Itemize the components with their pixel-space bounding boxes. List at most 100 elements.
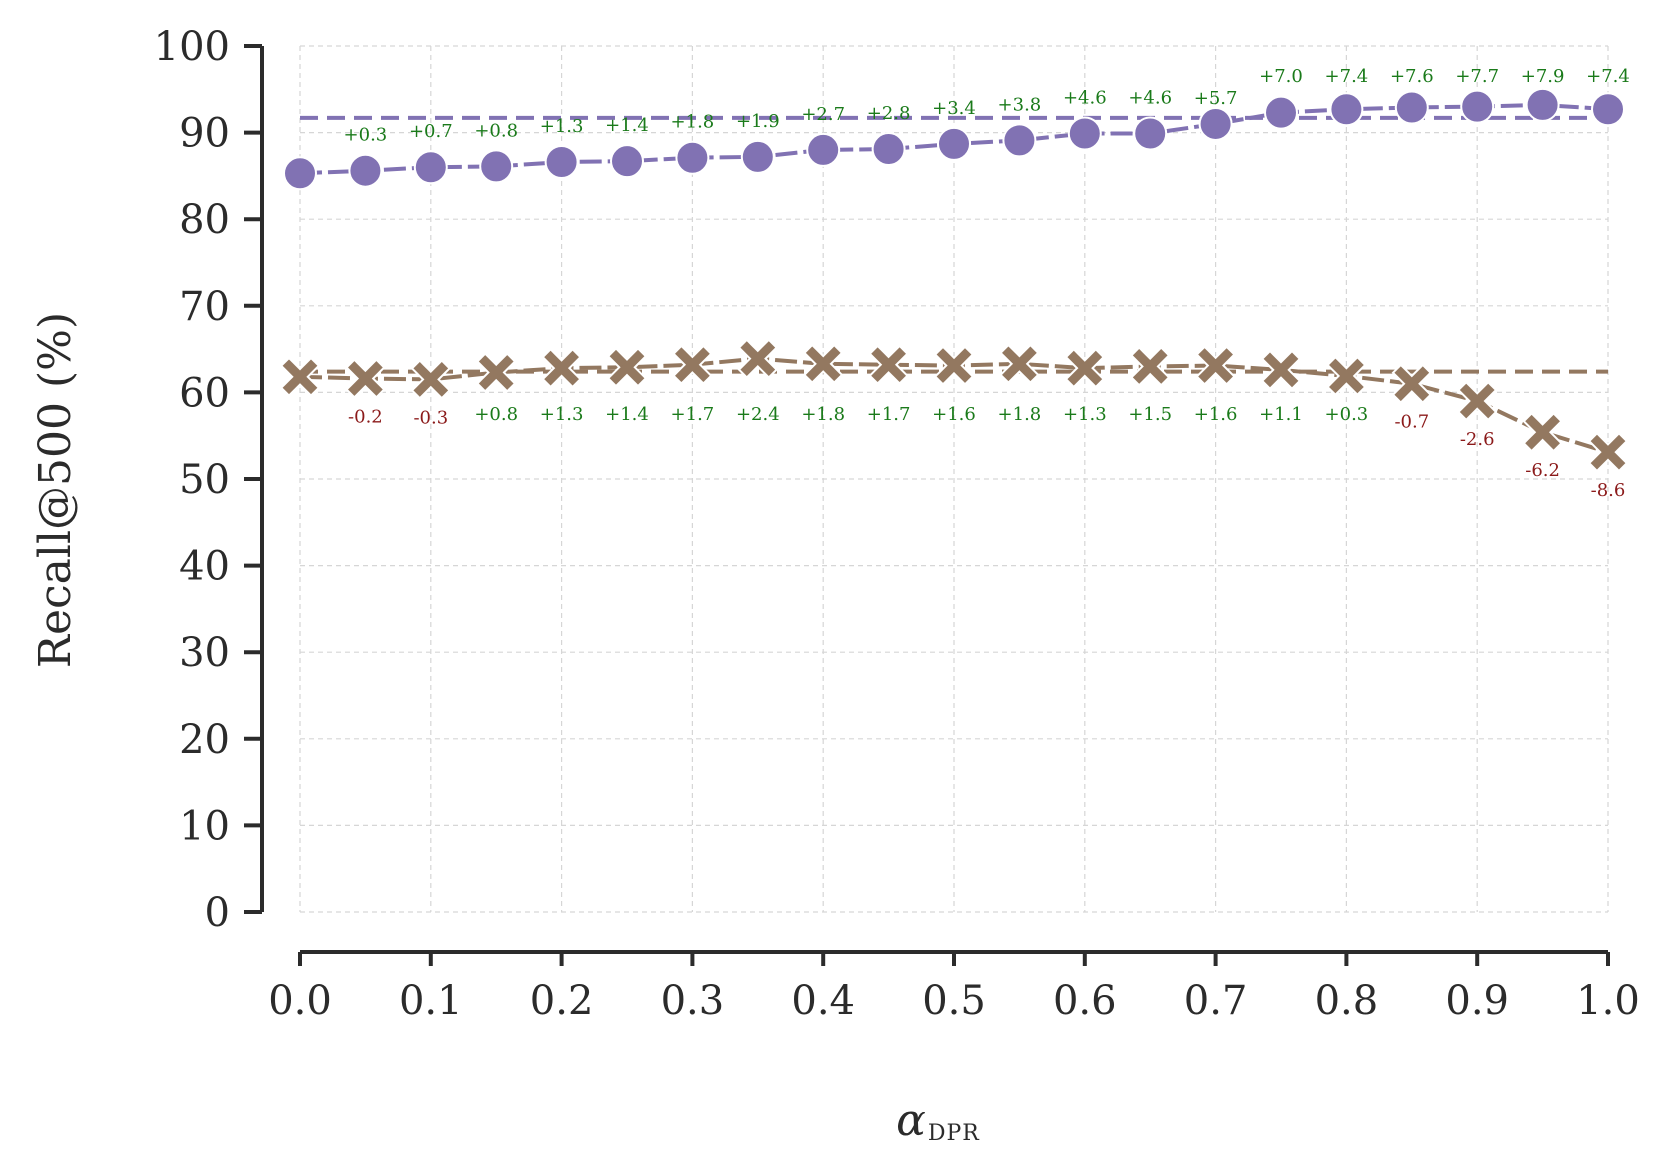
delta-annotation: +1.8 <box>998 404 1042 425</box>
delta-annotation: -0.3 <box>413 407 448 428</box>
delta-annotation: -2.6 <box>1460 429 1495 450</box>
data-point <box>1130 346 1171 387</box>
delta-annotation: +1.9 <box>736 111 780 132</box>
y-tick-label: 60 <box>179 370 230 416</box>
data-point-stroke <box>1002 346 1037 382</box>
data-point <box>1522 412 1563 453</box>
x-tick-label: 0.2 <box>530 978 594 1024</box>
data-point <box>933 345 975 386</box>
data-point-stroke <box>544 350 579 386</box>
data-point-stroke <box>1525 414 1560 450</box>
data-point-stroke <box>1394 366 1430 402</box>
delta-annotation: +3.8 <box>998 94 1042 115</box>
x-tick-label: 0.6 <box>1053 978 1117 1024</box>
delta-annotation: +1.6 <box>1194 404 1238 425</box>
delta-annotation: +0.8 <box>474 404 518 425</box>
delta-annotation: +7.4 <box>1325 66 1369 87</box>
delta-annotation: +0.7 <box>409 121 453 142</box>
delta-annotation: +4.6 <box>1128 87 1172 108</box>
delta-annotation: +1.7 <box>867 404 911 425</box>
data-point <box>1195 345 1236 386</box>
delta-annotation: +0.3 <box>344 125 388 146</box>
data-point <box>1587 431 1629 473</box>
data-point <box>999 343 1040 385</box>
delta-annotation: +7.4 <box>1586 66 1630 87</box>
delta-annotation: +7.9 <box>1521 66 1565 87</box>
data-point <box>348 153 383 188</box>
data-point <box>544 145 579 180</box>
delta-annotations: +0.3 +0.7 +0.8 +1.3 +1.4 +1.8 +1.9 +2.7 +2.8 +3.4… <box>344 66 1630 501</box>
data-point <box>672 344 713 385</box>
x-tick-label: 0.3 <box>661 978 725 1024</box>
data-point <box>413 150 448 185</box>
y-tick-label: 20 <box>179 717 230 763</box>
data-point-stroke <box>413 362 449 397</box>
data-point-stroke <box>1459 383 1495 419</box>
delta-annotation: +0.8 <box>474 120 518 141</box>
data-point-stroke <box>1590 434 1626 470</box>
data-point <box>1002 123 1037 158</box>
data-point-stroke <box>478 355 514 390</box>
data-point-stroke <box>1198 348 1233 383</box>
data-point-stroke <box>805 346 841 382</box>
data-point-stroke <box>936 348 972 383</box>
data-point-stroke <box>1067 350 1103 386</box>
data-point-stroke <box>609 349 645 385</box>
x-tick-label: 0.8 <box>1315 978 1379 1024</box>
data-point-stroke <box>1329 358 1364 394</box>
x-tick-label: 0.0 <box>268 978 332 1024</box>
delta-annotation: +1.7 <box>671 404 715 425</box>
delta-annotation: +1.3 <box>1063 404 1107 425</box>
delta-annotation: +5.7 <box>1194 88 1238 109</box>
data-point <box>871 132 906 167</box>
data-point-stroke <box>740 341 776 376</box>
y-tick-label: 30 <box>179 630 230 676</box>
data-point <box>675 140 710 175</box>
data-point-stroke <box>1263 352 1299 388</box>
data-point <box>1591 92 1625 127</box>
data-point <box>283 156 317 191</box>
data-point <box>868 344 909 385</box>
delta-annotation: +2.8 <box>867 103 911 124</box>
data-point <box>737 338 778 379</box>
y-tick-label: 40 <box>179 544 230 590</box>
data-point <box>1198 106 1233 141</box>
data-point <box>1326 355 1367 397</box>
delta-annotation: +0.3 <box>1325 404 1369 425</box>
x-tick-label: 0.7 <box>1184 978 1248 1024</box>
x-tick-label: 0.9 <box>1445 978 1509 1024</box>
data-point-stroke <box>348 361 383 396</box>
data-point <box>1391 363 1432 404</box>
data-point <box>1067 116 1102 151</box>
delta-annotation: -0.2 <box>348 407 383 428</box>
x-axis-label: αDPR <box>896 1095 980 1146</box>
y-tick-label: 80 <box>179 197 230 243</box>
data-point-stroke <box>871 347 906 383</box>
y-tick-label: 90 <box>179 111 230 157</box>
delta-annotation: +1.8 <box>671 112 715 133</box>
delta-annotation: +2.7 <box>801 104 845 125</box>
data-point <box>1457 380 1498 422</box>
data-point <box>345 358 386 399</box>
y-tick-label: 0 <box>205 890 230 936</box>
delta-annotation: +1.3 <box>540 404 584 425</box>
x-tick-label: 0.4 <box>791 978 855 1024</box>
y-tick-label: 100 <box>154 24 230 70</box>
delta-annotation: +4.6 <box>1063 87 1107 108</box>
series-markers <box>279 87 1629 473</box>
data-point <box>410 359 451 400</box>
x-tick-label: 1.0 <box>1576 978 1640 1024</box>
y-tick-label: 10 <box>179 803 230 849</box>
delta-annotation: +1.6 <box>932 404 976 425</box>
x-tick-label: 0.1 <box>399 978 463 1024</box>
delta-annotation: +7.7 <box>1455 66 1499 87</box>
data-point-stroke <box>675 347 710 383</box>
delta-annotation: -0.7 <box>1394 412 1429 433</box>
data-point-stroke <box>1132 349 1168 384</box>
x-axis-label-subscript: DPR <box>928 1121 980 1146</box>
data-point <box>1394 90 1429 125</box>
data-point <box>279 356 321 398</box>
data-point <box>1260 349 1302 391</box>
data-point <box>1460 89 1495 124</box>
